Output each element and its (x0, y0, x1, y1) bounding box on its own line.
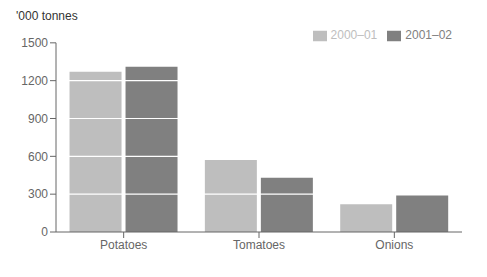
html-text:2001–02: 2001–02 (405, 28, 452, 42)
svg-text:600: 600 (28, 150, 48, 164)
html-text:2000–01: 2000–01 (330, 28, 378, 42)
svg-text:Onions: Onions (375, 238, 413, 252)
svg-text:Tomatoes: Tomatoes (233, 238, 285, 252)
html-text:'000 tonnes: '000 tonnes (16, 9, 78, 23)
svg-text:0: 0 (41, 225, 48, 239)
svg-text:900: 900 (28, 112, 48, 126)
svg-text:Potatoes: Potatoes (100, 238, 147, 252)
svg-text:1200: 1200 (21, 74, 48, 88)
svg-text:1500: 1500 (21, 36, 48, 50)
svg-text:300: 300 (28, 187, 48, 201)
